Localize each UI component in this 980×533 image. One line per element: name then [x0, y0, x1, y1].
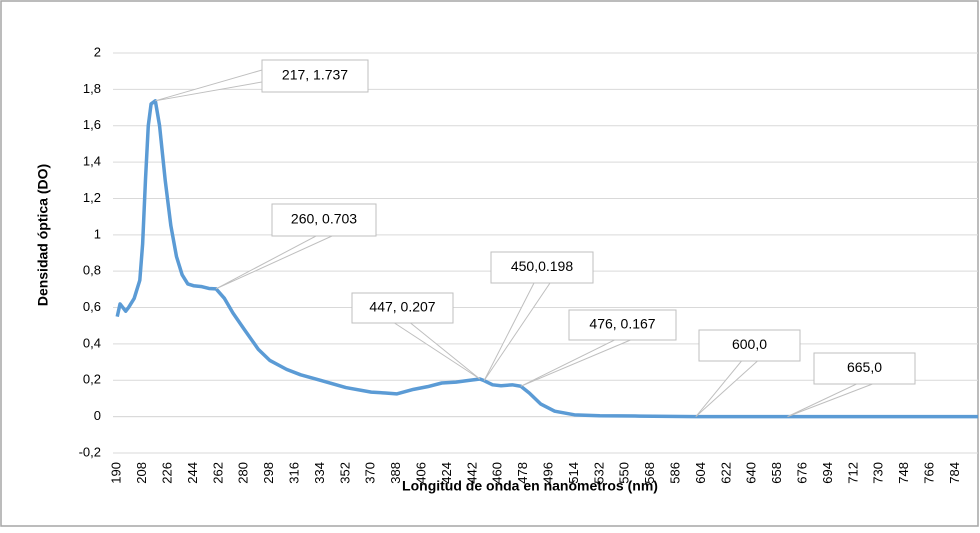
x-tick-label: 190: [109, 462, 124, 484]
x-tick-label: 478: [515, 462, 530, 484]
callout-box: [698, 329, 801, 362]
x-tick-label: 406: [413, 462, 428, 484]
callout-box: [271, 203, 377, 237]
x-tick-label: 388: [388, 462, 403, 484]
data-line: [115, 99, 978, 419]
x-tick-label: 442: [464, 462, 479, 484]
x-tick-label: 532: [591, 462, 606, 484]
callout-label: 476, 0.167: [589, 316, 655, 332]
x-tick-label: 712: [845, 462, 860, 484]
callout-box: [568, 309, 677, 341]
x-tick-label: 334: [312, 462, 327, 484]
y-tick-label: 1,6: [83, 117, 101, 132]
callout-box: [813, 352, 916, 385]
x-tick-label: 208: [134, 462, 149, 484]
x-tick-label: 640: [744, 462, 759, 484]
y-tick-label: 0: [94, 408, 101, 423]
x-tick-label: 262: [210, 462, 225, 484]
x-tick-label: 316: [286, 462, 301, 484]
x-tick-label: 424: [439, 462, 454, 484]
callout-label: 217, 1.737: [282, 67, 348, 83]
x-tick-label: 748: [896, 462, 911, 484]
x-tick-label: 460: [490, 462, 505, 484]
y-tick-label: 1: [94, 226, 101, 241]
x-tick-label: 280: [236, 462, 251, 484]
x-axis-title: Longitud de onda en nanómetros (nm): [402, 478, 658, 494]
x-tick-label: 586: [667, 462, 682, 484]
x-tick-label: 370: [363, 462, 378, 484]
x-tick-label: 694: [820, 462, 835, 484]
x-tick-label: 298: [261, 462, 276, 484]
x-tick-label: 226: [159, 462, 174, 484]
callout-box: [490, 251, 594, 284]
callout-box: [351, 292, 454, 324]
callout-label: 260, 0.703: [291, 211, 357, 227]
x-tick-label: 496: [540, 462, 555, 484]
x-tick-label: 352: [337, 462, 352, 484]
callout-label: 600,0: [732, 336, 767, 352]
x-tick-label: 604: [693, 462, 708, 484]
y-tick-label: 0,2: [83, 372, 101, 387]
callout-label: 665,0: [847, 359, 882, 375]
y-tick-label: 1,2: [83, 190, 101, 205]
x-tick-label: 676: [794, 462, 809, 484]
y-axis-title: Densidad óptica (DO): [35, 164, 51, 306]
callout-label: 447, 0.207: [369, 299, 435, 315]
x-tick-label: 622: [718, 462, 733, 484]
callout-box: [261, 59, 369, 93]
x-tick-label: 550: [617, 462, 632, 484]
x-tick-label: 244: [185, 462, 200, 484]
y-tick-label: 2: [94, 44, 101, 59]
y-tick-label: 0,6: [83, 299, 101, 314]
x-tick-label: 784: [947, 462, 962, 484]
x-tick-label: 766: [921, 462, 936, 484]
y-tick-label: 0,8: [83, 263, 101, 278]
y-tick-label: 1,8: [83, 81, 101, 96]
x-tick-label: 730: [871, 462, 886, 484]
y-tick-label: 0,4: [83, 335, 101, 350]
x-tick-label: 658: [769, 462, 784, 484]
y-tick-label: -0,2: [79, 444, 101, 459]
y-tick-label: 1,4: [83, 154, 101, 169]
x-tick-label: 568: [642, 462, 657, 484]
callout-label: 450,0.198: [511, 258, 573, 274]
x-tick-label: 514: [566, 462, 581, 484]
